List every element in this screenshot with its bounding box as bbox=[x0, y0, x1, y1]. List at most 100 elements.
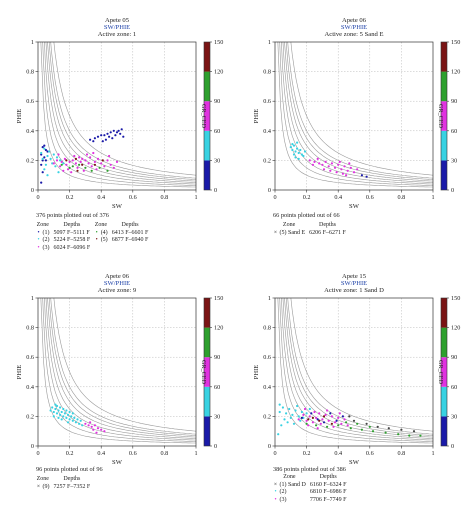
bvw-curve bbox=[47, 42, 196, 182]
chart-title: Apete 06 bbox=[105, 273, 130, 280]
data-point bbox=[71, 165, 74, 168]
y-tick-label: 0.6 bbox=[263, 354, 271, 361]
y-tick-label: 0.4 bbox=[263, 128, 271, 135]
legend-depths: 6206 F–6271 F bbox=[309, 229, 346, 236]
chart-title: Apete 15 bbox=[342, 273, 367, 280]
legend-marker-icon: × bbox=[273, 481, 278, 488]
chart-subtitle: SW/PHIE bbox=[104, 280, 130, 287]
data-point bbox=[65, 159, 68, 162]
data-point bbox=[84, 166, 87, 169]
data-point bbox=[90, 165, 93, 168]
legend-depths: 7257 F–7352 F bbox=[53, 483, 91, 490]
x-tick-label: 0.4 bbox=[97, 194, 105, 201]
data-point bbox=[360, 174, 363, 177]
data-point bbox=[70, 415, 73, 418]
data-point bbox=[302, 413, 305, 416]
chart-title: Apete 05 bbox=[105, 17, 130, 24]
data-point bbox=[387, 427, 390, 430]
data-point bbox=[313, 410, 316, 414]
legend-table: Zone Depths × (9) 7257 F–7352 F bbox=[36, 476, 94, 491]
data-point bbox=[346, 424, 349, 427]
colorbar-tick-label: 90 bbox=[451, 98, 457, 105]
legend-zone-label: (4) bbox=[99, 229, 108, 236]
data-point bbox=[71, 159, 74, 162]
data-point bbox=[316, 418, 319, 421]
x-tick-label: 0.8 bbox=[161, 450, 169, 457]
data-point bbox=[54, 165, 57, 168]
data-point bbox=[318, 419, 321, 422]
legend-marker-icon: • bbox=[37, 229, 40, 236]
data-point bbox=[57, 153, 60, 156]
data-point bbox=[345, 421, 348, 424]
data-point bbox=[78, 156, 81, 159]
data-point bbox=[51, 406, 54, 409]
data-point bbox=[371, 430, 375, 433]
x-tick-label: 0.6 bbox=[129, 194, 137, 201]
data-point bbox=[337, 416, 340, 419]
data-point bbox=[84, 422, 87, 425]
data-point bbox=[294, 150, 297, 153]
legend-zone: • (1) bbox=[36, 230, 54, 238]
data-point bbox=[111, 137, 114, 140]
data-point bbox=[352, 419, 356, 422]
data-point bbox=[412, 430, 416, 433]
data-point bbox=[106, 159, 109, 162]
data-point bbox=[324, 413, 327, 416]
legend-marker-icon: • bbox=[95, 229, 98, 236]
x-tick-label: 0.8 bbox=[398, 450, 406, 457]
data-point bbox=[93, 160, 96, 163]
data-point bbox=[65, 416, 68, 419]
colorbar-tick-label: 60 bbox=[214, 384, 220, 391]
data-point bbox=[95, 431, 98, 434]
data-point bbox=[292, 422, 296, 425]
data-point bbox=[95, 168, 98, 171]
data-point bbox=[87, 162, 90, 165]
plot-area bbox=[275, 42, 433, 190]
colorbar-tick-label: 30 bbox=[214, 157, 220, 164]
data-point bbox=[348, 415, 351, 418]
data-point bbox=[40, 181, 43, 184]
legend-row: × (1) Sand D 6160 F–6324 F bbox=[273, 482, 351, 490]
legend-header-zone: Zone bbox=[36, 476, 49, 482]
legend-marker-icon: • bbox=[37, 244, 40, 251]
x-tick-label: 0 bbox=[36, 450, 39, 457]
data-point bbox=[79, 160, 82, 163]
legend-header-row: Zone Depths bbox=[273, 474, 351, 482]
colorbar-segment bbox=[441, 298, 447, 328]
data-point bbox=[341, 172, 344, 175]
data-point bbox=[59, 413, 62, 416]
bvw-curve bbox=[50, 42, 196, 179]
bvw-curve bbox=[50, 298, 196, 435]
legend-row: • (3) 6024 F–6096 F bbox=[36, 245, 152, 253]
x-tick-label: 1 bbox=[431, 450, 434, 457]
data-point bbox=[289, 416, 292, 419]
legend-zone-label: (5) bbox=[99, 237, 108, 244]
data-point bbox=[51, 162, 54, 165]
data-point bbox=[81, 157, 84, 160]
colorbar-tick-label: 0 bbox=[214, 187, 217, 194]
zone-legend: Zone Depths × (5) Sand E 6206 F–6271 F bbox=[273, 222, 350, 237]
data-point bbox=[308, 407, 311, 411]
data-point bbox=[365, 175, 368, 178]
data-point bbox=[103, 165, 106, 168]
data-point bbox=[291, 148, 294, 152]
y-tick-label: 1 bbox=[31, 295, 34, 302]
data-point bbox=[356, 422, 359, 425]
legend-zone: • (4) bbox=[94, 230, 112, 238]
y-tick-label: 0.4 bbox=[26, 128, 34, 135]
bvw-curve bbox=[47, 298, 196, 438]
data-point bbox=[300, 416, 303, 419]
bvw-curve bbox=[285, 298, 433, 436]
data-point bbox=[368, 425, 371, 428]
data-point bbox=[66, 421, 70, 424]
legend-zone: • (2) bbox=[273, 489, 310, 497]
bvw-curve bbox=[282, 42, 433, 183]
bvw-curve bbox=[45, 42, 196, 183]
data-point bbox=[348, 162, 351, 165]
chart-panel-apete06-zone9: Apete 06 SW/PHIE Active zone: 9 0 0.2 0.4 0.6 0… bbox=[0, 264, 237, 528]
colorbar-segment bbox=[441, 71, 447, 102]
data-point bbox=[308, 159, 311, 162]
data-point bbox=[299, 419, 302, 422]
data-point bbox=[292, 144, 296, 147]
